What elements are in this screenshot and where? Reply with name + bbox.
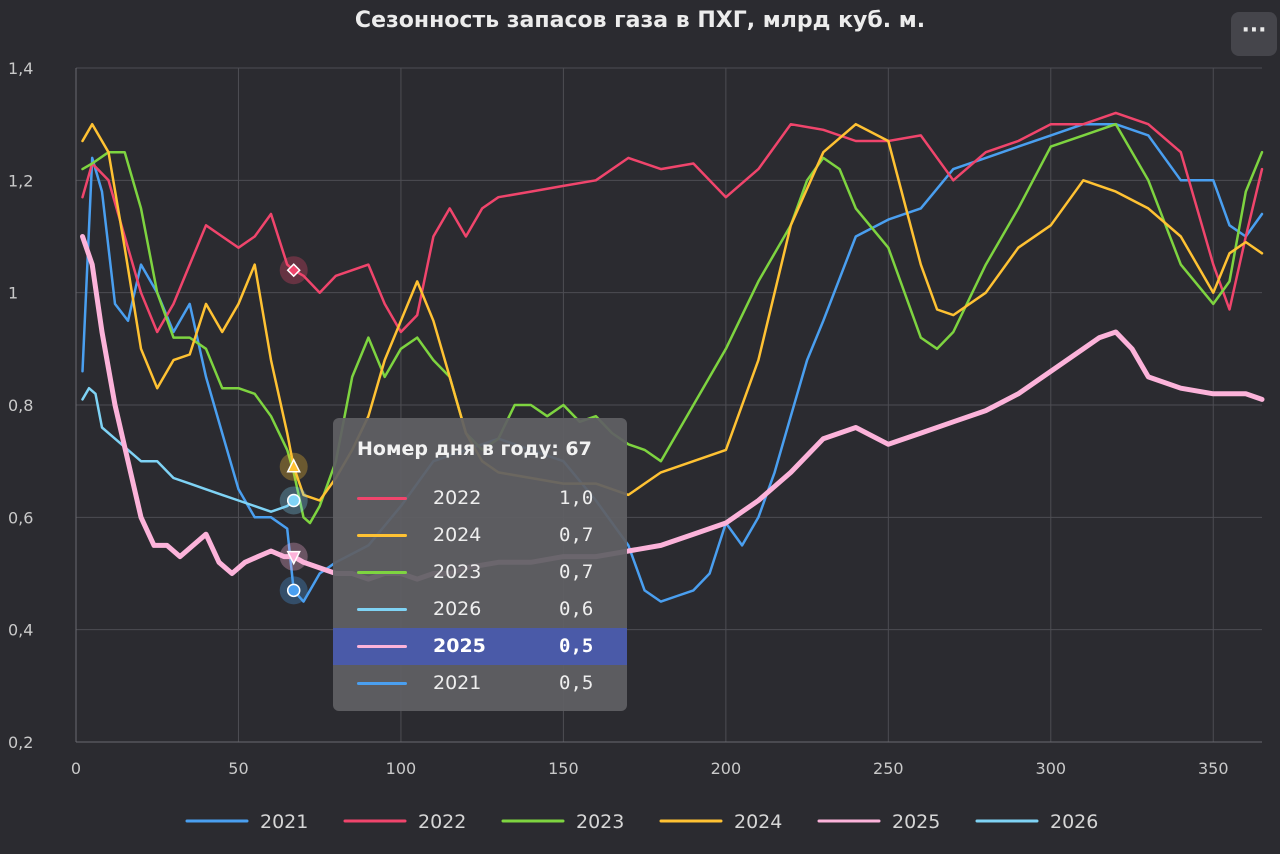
legend-label: 2021 [260,811,308,833]
hover-point-2024 [286,458,301,473]
tooltip-year: 2023 [433,561,482,583]
tooltip-swatch [357,645,407,648]
hover-point-2022 [286,263,301,278]
tooltip-swatch [357,571,407,574]
y-tick-label: 0,8 [8,396,33,415]
tooltip-swatch [357,608,407,611]
chart-series [80,111,1265,603]
legend-label: 2022 [418,811,466,833]
tooltip-row-2022: 2022 1,0 [333,480,627,517]
legend-item-2021[interactable]: 2021 [185,811,308,833]
tooltip-value: 0,5 [559,672,594,694]
tooltip-value: 0,6 [559,598,594,620]
series-line-2026 [81,386,295,513]
y-tick-label: 1 [8,284,18,303]
series-line-2022 [81,111,1264,334]
legend-item-2024[interactable]: 2024 [659,811,782,833]
legend-item-2023[interactable]: 2023 [501,811,624,833]
tooltip-year: 2021 [433,672,482,694]
series-line-2023 [81,122,1264,525]
tooltip-swatch [357,497,407,500]
legend-label: 2023 [576,811,624,833]
tooltip-year: 2025 [433,635,486,657]
tooltip-year: 2026 [433,598,482,620]
x-tick-label: 300 [1036,759,1067,778]
tooltip-row-2025: 2025 0,5 [333,628,627,665]
legend-item-2025[interactable]: 2025 [817,811,940,833]
x-tick-label: 350 [1198,759,1229,778]
legend-label: 2025 [892,811,940,833]
legend-item-2022[interactable]: 2022 [343,811,466,833]
x-tick-label: 150 [548,759,579,778]
tooltip-value: 0,7 [559,524,594,546]
x-tick-label: 200 [711,759,742,778]
hover-point-2025 [286,550,301,566]
hover-point-2021 [286,583,301,598]
tooltip-value: 0,7 [559,561,594,583]
hover-markers [279,256,308,605]
chart-legend: 2021 2022 2023 2024 2025 2026 [185,811,1098,833]
y-tick-label: 0,2 [8,733,33,752]
chart-title: Сезонность запасов газа в ПХГ, млрд куб.… [354,8,926,33]
legend-label: 2024 [734,811,782,833]
chart-grid [75,67,1262,743]
hover-point-2026 [286,493,301,508]
tooltip-title: Номер дня в году: 67 [357,438,592,460]
tooltip-swatch [357,534,407,537]
tooltip-year: 2022 [433,487,482,509]
tooltip-swatch [357,682,407,685]
chart-menu-button[interactable]: ··· [1231,12,1277,56]
x-tick-label: 250 [873,759,904,778]
tooltip-row-2024: 2024 0,7 [333,517,627,554]
chart-axes: 0,2 0,4 0,6 0,8 1 1,2 1,4 0 50 100 150 200 250 300 350 [8,59,1262,778]
y-tick-label: 1,4 [8,59,33,78]
x-tick-label: 100 [386,759,417,778]
tooltip-year: 2024 [433,524,482,546]
x-tick-label: 0 [71,759,81,778]
tooltip-row-2026: 2026 0,6 [333,591,627,628]
y-tick-label: 1,2 [8,171,33,190]
y-tick-label: 0,6 [8,508,33,527]
tooltip-row-2023: 2023 0,7 [333,554,627,591]
tooltip-value: 1,0 [559,487,594,509]
tooltip-row-2021: 2021 0,5 [333,665,627,702]
x-tick-label: 50 [228,759,248,778]
legend-label: 2026 [1050,811,1098,833]
series-line-2021 [81,122,1264,603]
tooltip-value: 0,5 [559,635,594,657]
legend-item-2026[interactable]: 2026 [975,811,1098,833]
tooltip: Номер дня в году: 67 2022 1,0 2024 0,7 2023 0… [333,418,627,711]
y-tick-label: 0,4 [8,621,33,640]
